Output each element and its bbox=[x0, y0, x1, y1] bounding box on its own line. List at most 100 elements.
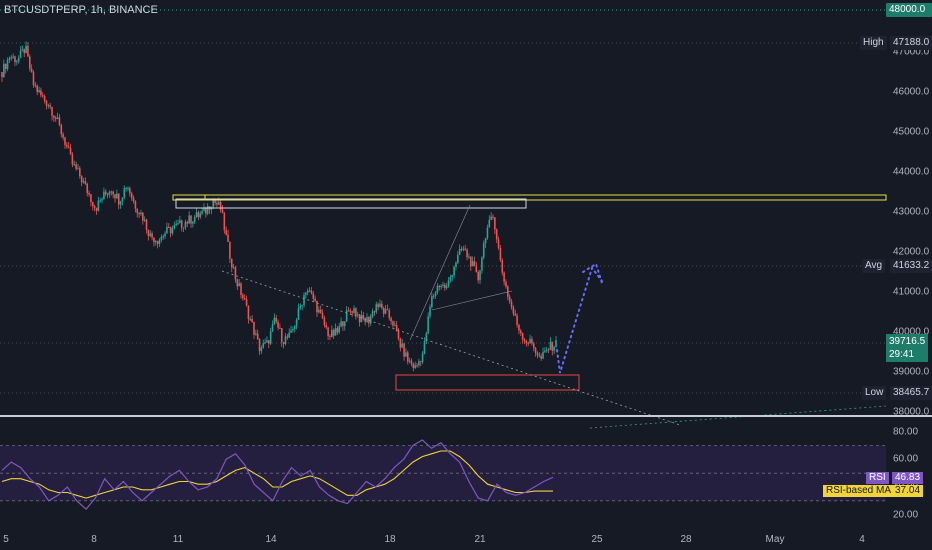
candle-body bbox=[58, 117, 61, 125]
candle-body bbox=[542, 351, 544, 359]
candle-body bbox=[117, 193, 120, 205]
candle-body bbox=[273, 317, 276, 325]
candle-body bbox=[54, 117, 57, 120]
candle-body bbox=[353, 308, 355, 313]
candle-body bbox=[290, 330, 292, 333]
candle-body bbox=[319, 309, 322, 314]
candlesticks[interactable] bbox=[1, 41, 557, 372]
avg-value: 41633.2 bbox=[890, 259, 932, 273]
candle-body bbox=[292, 329, 294, 331]
candle-body bbox=[342, 321, 344, 327]
candle-body bbox=[188, 215, 190, 224]
candle-body bbox=[540, 355, 542, 359]
symbol-label[interactable]: BTCUSDTPERP, 1h, BINANCE bbox=[4, 4, 158, 16]
candle-body bbox=[6, 59, 9, 70]
candle-body bbox=[412, 363, 415, 368]
candle-body bbox=[525, 340, 528, 344]
candle-body bbox=[104, 191, 107, 194]
rsi-ma-label: RSI-based MA bbox=[823, 485, 895, 497]
candle-body bbox=[549, 341, 552, 350]
candle-body bbox=[4, 63, 7, 70]
candle-body bbox=[453, 266, 455, 276]
candle-body bbox=[121, 197, 124, 202]
candle-body bbox=[408, 360, 411, 362]
projection-arrow bbox=[582, 262, 603, 284]
candle-body bbox=[21, 49, 24, 51]
candle-body bbox=[253, 322, 255, 335]
candle-body bbox=[45, 100, 48, 106]
candle-body bbox=[97, 200, 100, 211]
candle-body bbox=[199, 213, 202, 217]
candle-body bbox=[140, 212, 142, 215]
candle-body bbox=[497, 239, 500, 249]
candle-body bbox=[444, 284, 446, 289]
fib-line bbox=[431, 290, 513, 311]
candle-body bbox=[171, 228, 174, 234]
candle-body bbox=[399, 338, 402, 348]
candle-body bbox=[114, 194, 116, 199]
candle-body bbox=[484, 238, 487, 244]
candle-body bbox=[403, 343, 405, 357]
candle-body bbox=[258, 339, 261, 352]
candle-body bbox=[266, 340, 268, 343]
candle-body bbox=[390, 317, 392, 322]
candle-body bbox=[203, 207, 205, 212]
candle-body bbox=[12, 56, 14, 58]
resistance-box bbox=[175, 198, 527, 209]
candle-body bbox=[373, 311, 376, 313]
candle-body bbox=[123, 188, 126, 198]
price-tick: 45000.0 bbox=[893, 126, 930, 138]
rsi-tick: 20.00 bbox=[893, 509, 919, 521]
candle-body bbox=[260, 347, 263, 352]
candle-body bbox=[490, 216, 492, 220]
candle-body bbox=[79, 168, 81, 177]
candle-body bbox=[397, 330, 400, 339]
candle-body bbox=[366, 316, 368, 323]
candle-body bbox=[82, 181, 85, 183]
candle-body bbox=[153, 237, 155, 243]
candle-body bbox=[332, 330, 335, 336]
candle-body bbox=[419, 361, 422, 363]
top-level-tag: 48000.0 bbox=[886, 3, 932, 17]
rsi-pane[interactable] bbox=[0, 439, 886, 510]
time-tick: 18 bbox=[384, 534, 396, 545]
candle-body bbox=[314, 298, 316, 301]
candle-body bbox=[316, 300, 318, 313]
candle-body bbox=[247, 305, 250, 319]
candle-body bbox=[179, 220, 181, 224]
pane-separator[interactable] bbox=[0, 415, 932, 417]
candle-body bbox=[329, 335, 331, 338]
candle-body bbox=[164, 233, 166, 237]
candle-body bbox=[249, 318, 252, 320]
candle-body bbox=[36, 85, 39, 92]
candle-body bbox=[134, 201, 137, 209]
candle-body bbox=[475, 266, 478, 273]
candle-body bbox=[192, 221, 194, 224]
candle-body bbox=[293, 326, 296, 330]
candle-body bbox=[201, 211, 203, 214]
candle-body bbox=[158, 239, 161, 245]
grid-lines bbox=[0, 9, 886, 394]
candle-body bbox=[521, 333, 524, 340]
candle-body bbox=[77, 168, 79, 170]
candle-body bbox=[343, 321, 346, 327]
candle-body bbox=[32, 72, 35, 86]
candle-body bbox=[544, 350, 546, 352]
candle-body bbox=[510, 301, 513, 308]
candle-body bbox=[331, 330, 333, 338]
candle-body bbox=[382, 307, 385, 314]
time-tick: 5 bbox=[3, 534, 9, 545]
candle-body bbox=[482, 243, 485, 258]
candle-body bbox=[494, 217, 496, 230]
rsi-tick: 60.00 bbox=[893, 453, 919, 465]
candle-body bbox=[8, 58, 11, 60]
candle-body bbox=[414, 365, 416, 368]
candle-body bbox=[471, 261, 474, 267]
drawings[interactable] bbox=[172, 194, 887, 429]
price-tick: 43000.0 bbox=[893, 206, 930, 218]
time-tick: 4 bbox=[859, 534, 865, 545]
candle-body bbox=[217, 201, 220, 205]
candle-body bbox=[464, 248, 467, 250]
candle-body bbox=[206, 206, 209, 214]
